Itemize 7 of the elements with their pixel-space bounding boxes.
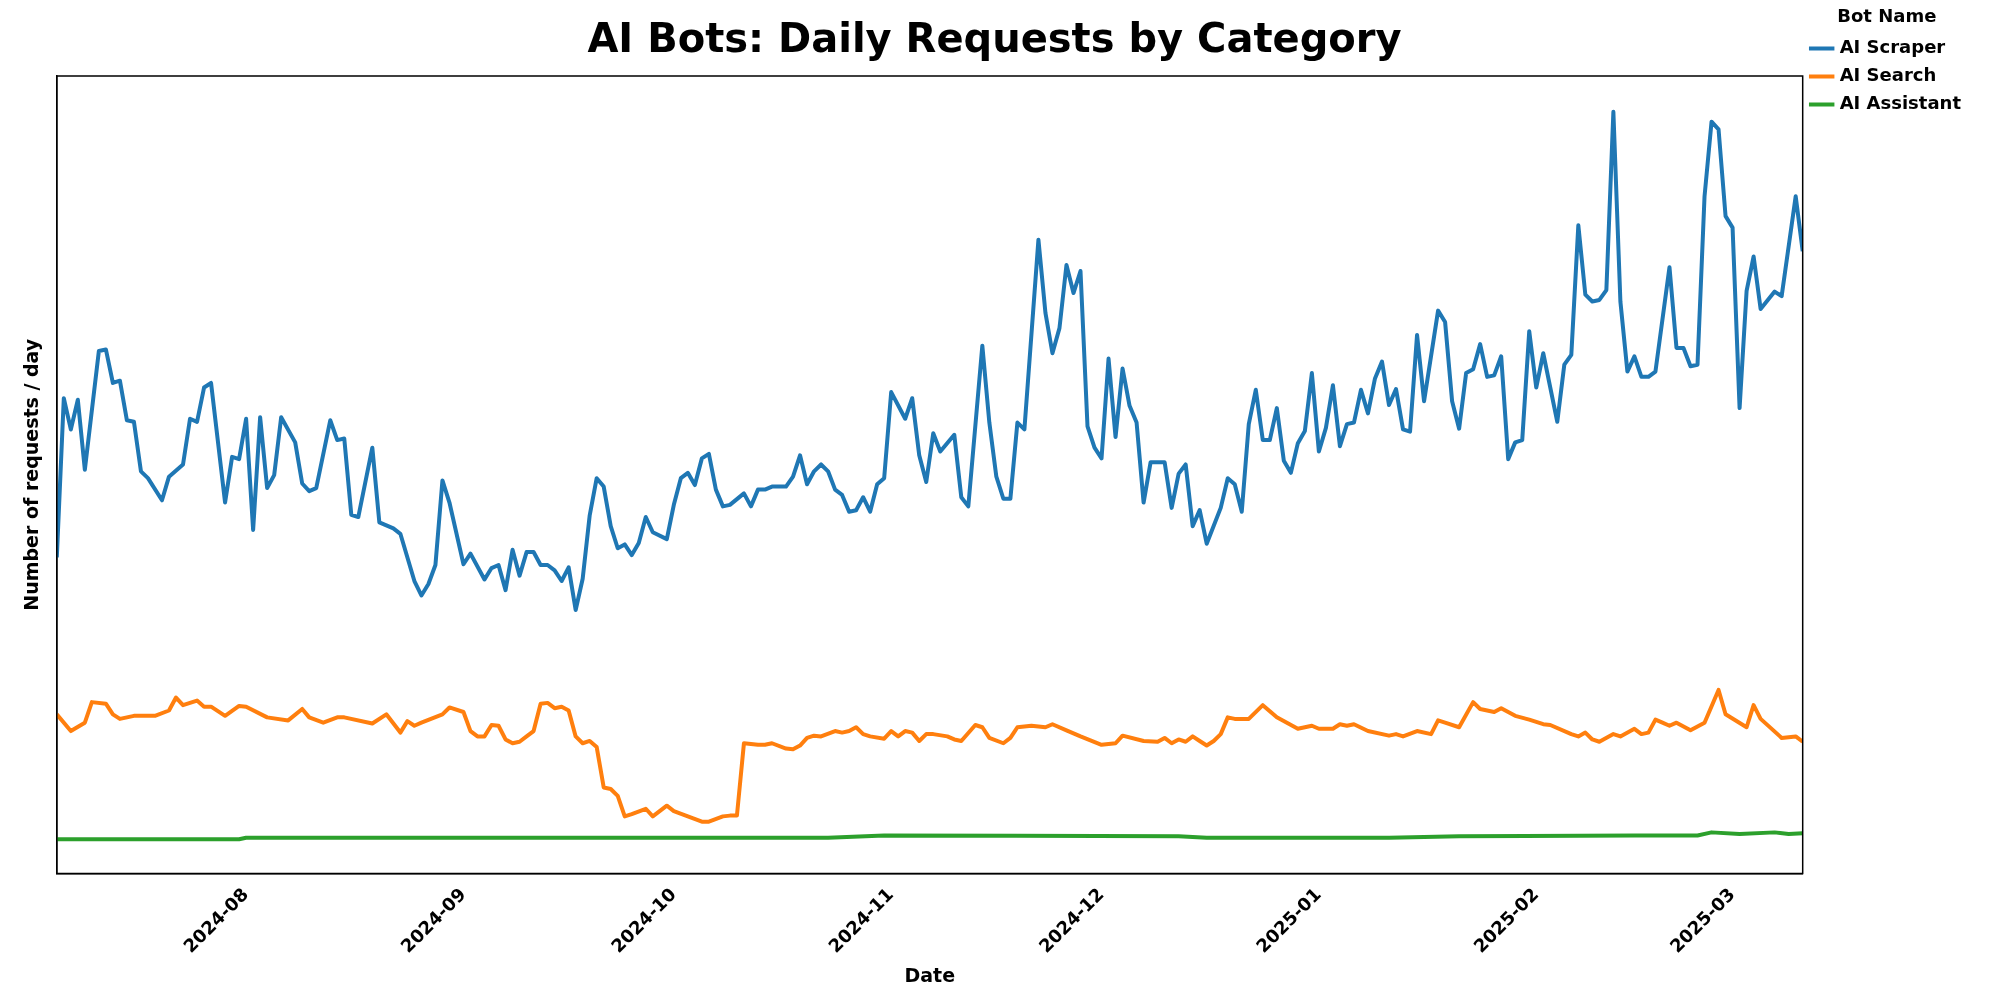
legend-label: AI Scraper	[1839, 36, 1946, 58]
legend-title: Bot Name	[1837, 4, 1937, 26]
y-axis-title: Number of requests / day	[20, 338, 43, 611]
legend-label: AI Assistant	[1839, 92, 1962, 114]
legend-label: AI Search	[1839, 64, 1937, 86]
x-axis-title: Date	[904, 963, 956, 986]
chart-title: AI Bots: Daily Requests by Category	[587, 15, 1402, 62]
